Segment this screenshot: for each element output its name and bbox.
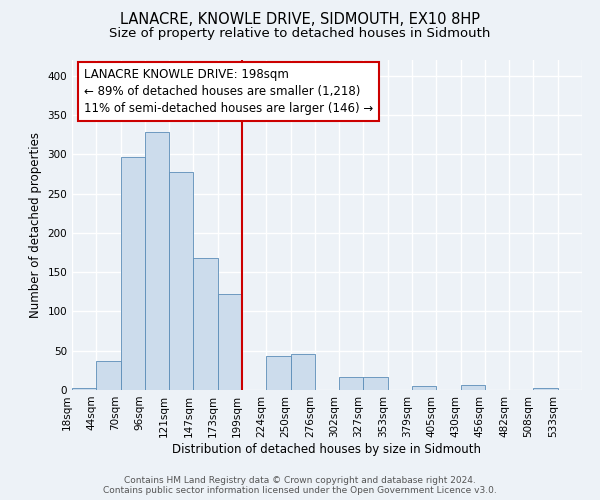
Bar [169, 172, 193, 390]
Bar [218, 294, 242, 390]
Text: LANACRE KNOWLE DRIVE: 198sqm
← 89% of detached houses are smaller (1,218)
11% of: LANACRE KNOWLE DRIVE: 198sqm ← 89% of de… [84, 68, 373, 115]
Bar [364, 376, 388, 390]
Bar [72, 388, 96, 390]
Bar [193, 258, 218, 390]
Bar [533, 388, 558, 390]
Y-axis label: Number of detached properties: Number of detached properties [29, 132, 42, 318]
Text: Size of property relative to detached houses in Sidmouth: Size of property relative to detached ho… [109, 28, 491, 40]
X-axis label: Distribution of detached houses by size in Sidmouth: Distribution of detached houses by size … [173, 442, 482, 456]
Text: LANACRE, KNOWLE DRIVE, SIDMOUTH, EX10 8HP: LANACRE, KNOWLE DRIVE, SIDMOUTH, EX10 8H… [120, 12, 480, 28]
Bar [461, 386, 485, 390]
Bar [412, 386, 436, 390]
Text: Contains HM Land Registry data © Crown copyright and database right 2024.
Contai: Contains HM Land Registry data © Crown c… [103, 476, 497, 495]
Bar [145, 132, 169, 390]
Bar [121, 158, 145, 390]
Bar [266, 356, 290, 390]
Bar [339, 378, 364, 390]
Bar [290, 354, 315, 390]
Bar [96, 361, 121, 390]
